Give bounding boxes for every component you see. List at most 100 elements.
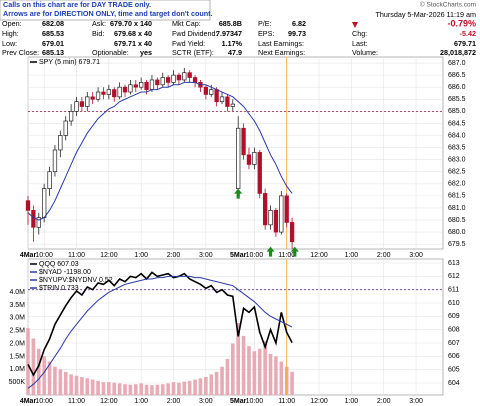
note-line: Arrows are for DIRECTION ONLY, time and … bbox=[3, 9, 213, 18]
quote-label: P/E: bbox=[258, 19, 272, 28]
x-tick-label: 12:00 bbox=[310, 398, 328, 405]
volume-bar bbox=[112, 382, 117, 395]
x-tick-label: 5Mar bbox=[230, 398, 247, 405]
volume-bar bbox=[225, 359, 230, 395]
direction-arrow bbox=[266, 246, 275, 257]
quote-label: Bid: bbox=[92, 29, 104, 38]
y-tick-label: 611 bbox=[448, 287, 459, 294]
candle-body bbox=[112, 89, 117, 98]
x-tick-label: 2:00 bbox=[167, 398, 181, 405]
quote-label: Last: bbox=[352, 39, 368, 48]
volume-bar bbox=[274, 356, 278, 395]
quote-label: High: bbox=[2, 29, 19, 38]
candle-body bbox=[165, 77, 171, 83]
candle-body bbox=[289, 222, 295, 243]
quote-label: Optionable: bbox=[92, 48, 129, 57]
x-tick-label: 1:00 bbox=[134, 398, 148, 405]
volume-bar bbox=[69, 374, 73, 395]
candle-body bbox=[219, 96, 225, 103]
volume-bar bbox=[139, 383, 143, 395]
y2-tick-label: 3.0M bbox=[9, 315, 25, 322]
volume-bar bbox=[85, 378, 90, 395]
moving-average bbox=[27, 81, 293, 221]
candle-body bbox=[144, 82, 149, 90]
volume-bar bbox=[128, 384, 133, 395]
candle-body bbox=[187, 72, 192, 78]
y-tick-label: 685.0 bbox=[448, 108, 466, 115]
quote-value: 679.71 x 40 bbox=[114, 39, 152, 48]
candle-body bbox=[85, 96, 90, 107]
legend-label: QQQ 607.03 bbox=[39, 261, 79, 268]
quote-value: 685.13 bbox=[42, 48, 64, 57]
y-tick-label: 684.0 bbox=[448, 132, 466, 139]
y-tick-label: 605 bbox=[448, 367, 460, 374]
volume-bar bbox=[123, 384, 127, 395]
volume-bar bbox=[193, 379, 197, 395]
x-tick-label: 11:00 bbox=[68, 252, 85, 259]
x-tick-label: 10:00 bbox=[246, 398, 264, 405]
candle-body bbox=[209, 89, 214, 95]
quote-value: 679.70 x 140 bbox=[110, 19, 152, 28]
volume-bar bbox=[198, 378, 203, 395]
y-tick-label: 604 bbox=[448, 380, 460, 387]
y-tick-label: 683.0 bbox=[448, 156, 466, 163]
x-tick-label: 2:00 bbox=[377, 398, 391, 405]
quote-value: 685.8B bbox=[219, 19, 242, 28]
note-box bbox=[0, 0, 211, 21]
quote-value: -0.79% bbox=[447, 18, 476, 28]
candle-body bbox=[176, 74, 182, 81]
volume-bar bbox=[90, 379, 95, 395]
volume-bar bbox=[290, 371, 294, 395]
volume-bar bbox=[107, 382, 111, 395]
quote-value: 679.71 bbox=[454, 39, 476, 48]
panel-frame bbox=[27, 258, 444, 396]
quote-label: Next Earnings: bbox=[258, 48, 305, 57]
candle-body bbox=[225, 96, 230, 107]
x-tick-label: 4Mar bbox=[20, 398, 37, 405]
volume-bar bbox=[144, 384, 149, 395]
candle-body bbox=[230, 103, 235, 107]
quote-value: 685.53 bbox=[42, 29, 64, 38]
x-tick-label: 3:00 bbox=[199, 252, 213, 259]
y-tick-label: 683.5 bbox=[448, 144, 466, 151]
candle-body bbox=[128, 84, 133, 93]
candle-body bbox=[133, 84, 138, 88]
volume-bar bbox=[31, 338, 36, 395]
volume-bar bbox=[171, 382, 176, 395]
volume-bar bbox=[220, 366, 224, 395]
volume-bar bbox=[47, 361, 52, 395]
legend-label: SPY (5 min) 679.71 bbox=[39, 59, 100, 66]
y-tick-label: 685.5 bbox=[448, 96, 466, 103]
candle-body bbox=[262, 193, 268, 226]
volume-bar bbox=[160, 384, 165, 395]
x-tick-label: 1:00 bbox=[345, 252, 359, 259]
y-tick-label: 607 bbox=[448, 340, 460, 347]
volume-bar bbox=[150, 385, 154, 395]
candle-body bbox=[203, 86, 209, 95]
volume-bar bbox=[58, 369, 63, 395]
y-tick-label: 682.0 bbox=[448, 181, 466, 188]
x-tick-label: 5Mar bbox=[230, 252, 247, 259]
quote-label: Fwd Dividend: bbox=[172, 29, 218, 38]
legend-label: $TRIN 0.733 bbox=[39, 285, 79, 292]
candle-body bbox=[68, 110, 74, 122]
y-tick-label: 686.5 bbox=[448, 72, 466, 79]
candle-body bbox=[122, 86, 128, 93]
quote-value: 679.68 x 40 bbox=[114, 29, 152, 38]
candle-body bbox=[236, 127, 241, 189]
y-tick-label: 679.5 bbox=[448, 241, 466, 248]
candle-body bbox=[273, 210, 279, 233]
candle-body bbox=[36, 217, 41, 228]
direction-arrow bbox=[290, 246, 299, 257]
x-tick-label: 12:00 bbox=[100, 252, 118, 259]
candle-body bbox=[31, 210, 36, 228]
volume-bar bbox=[117, 383, 122, 395]
x-tick-label: 1:00 bbox=[134, 252, 148, 259]
y2-tick-label: 500K bbox=[9, 379, 26, 386]
volume-bar bbox=[166, 383, 170, 395]
candle-body bbox=[171, 74, 176, 83]
quote-value: 679.01 bbox=[42, 39, 64, 48]
volume-bar bbox=[26, 328, 30, 395]
y-tick-label: 612 bbox=[448, 273, 460, 280]
quote-value: 99.73 bbox=[288, 29, 306, 38]
